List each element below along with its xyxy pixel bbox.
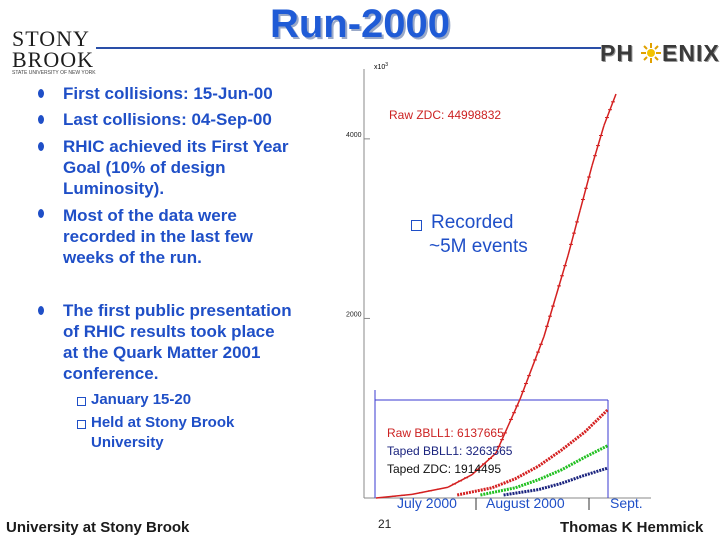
footer-author: Thomas K Hemmick bbox=[560, 519, 704, 536]
bullet-dot bbox=[38, 209, 44, 218]
month-label-sept: Sept. bbox=[610, 495, 643, 511]
y-ticks: 400020000 bbox=[346, 132, 370, 499]
bullet-most-data: Most of the data were recorded in the la… bbox=[63, 206, 253, 267]
y-tick-label: 2000 bbox=[346, 311, 362, 318]
taped-bbll1-label: Taped BBLL1: 3263565 bbox=[387, 444, 513, 458]
bullet-first-collisions: First collisions: 15-Jun-00 bbox=[63, 84, 273, 103]
series-raw-zdc bbox=[375, 93, 617, 499]
phenix-logo-left: PH bbox=[600, 40, 634, 66]
logo-line-2: BROOK bbox=[12, 47, 95, 72]
y-tick-label: 4000 bbox=[346, 132, 362, 139]
logo-line-3: STATE UNIVERSITY OF NEW YORK bbox=[12, 70, 96, 76]
sub-bullet-box bbox=[77, 397, 86, 406]
recorded-label: Recorded bbox=[431, 212, 514, 233]
sub-bullet-box bbox=[77, 420, 86, 429]
bullet-dot bbox=[38, 142, 44, 151]
inset-series-taped-zdc bbox=[503, 466, 609, 497]
phenix-logo: PH ENIX bbox=[600, 40, 720, 76]
inset-series-raw-bbll1 bbox=[456, 408, 610, 497]
taped-zdc-label: Taped ZDC: 1914495 bbox=[387, 462, 502, 476]
header-divider bbox=[96, 47, 601, 49]
stony-brook-logo: STONY BROOK STATE UNIVERSITY OF NEW YORK bbox=[8, 26, 98, 78]
bullet-dot bbox=[38, 89, 44, 98]
raw-zdc-label: Raw ZDC: 44998832 bbox=[389, 108, 502, 122]
phenix-logo-right: ENIX bbox=[662, 40, 720, 66]
recorded-events-label: ~5M events bbox=[429, 236, 528, 257]
raw-bbll1-label: Raw BBLL1: 6137665 bbox=[387, 426, 504, 440]
sub-bullet-location: Held at Stony Brook University bbox=[91, 414, 235, 451]
logo-line-1: STONY bbox=[12, 26, 90, 51]
recorded-checkbox-icon bbox=[411, 220, 422, 231]
sub-bullet-dates: January 15-20 bbox=[91, 391, 192, 408]
bullet-last-collisions: Last collisions: 04-Sep-00 bbox=[63, 110, 272, 129]
month-label-july: July 2000 bbox=[397, 495, 457, 511]
month-label-august: August 2000 bbox=[486, 495, 565, 511]
y-multiplier-label: x103 bbox=[374, 62, 388, 71]
phoenix-star-icon bbox=[641, 43, 661, 63]
bullet-dot bbox=[38, 306, 44, 315]
inset-series-taped-bbll1 bbox=[480, 444, 609, 497]
bullet-rhic-goal: RHIC achieved its First Year Goal (10% o… bbox=[63, 137, 289, 198]
inset-series bbox=[456, 408, 610, 497]
bullet-public-presentation: The first public presentation of RHIC re… bbox=[63, 301, 292, 383]
page-number: 21 bbox=[378, 517, 392, 531]
page-title: Run-2000 bbox=[269, 2, 451, 46]
run-luminosity-chart: x103 400020000 bbox=[346, 62, 651, 510]
bullet-dot bbox=[38, 115, 44, 124]
footer-university: University at Stony Brook bbox=[6, 519, 190, 536]
